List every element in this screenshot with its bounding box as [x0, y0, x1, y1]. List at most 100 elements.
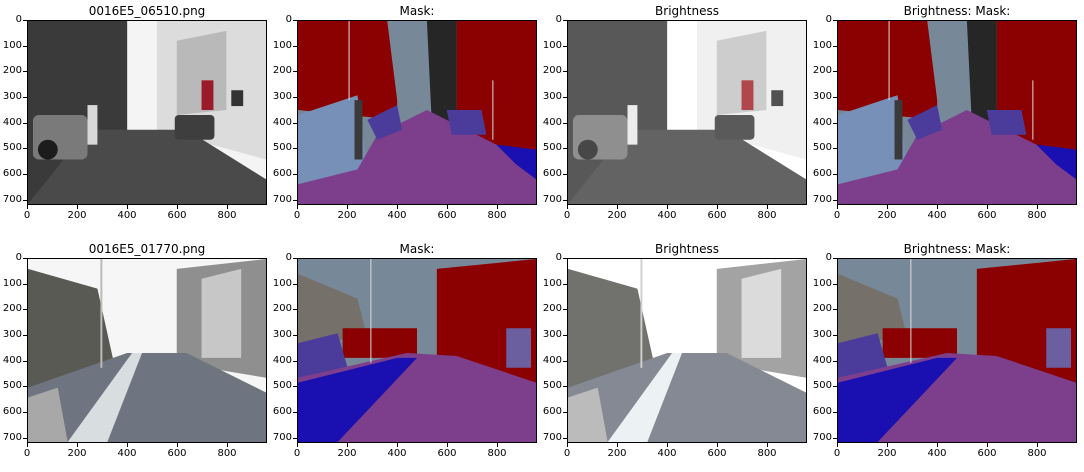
x-tick-mark — [567, 443, 568, 447]
y-tick-mark — [23, 148, 27, 150]
x-tick-mark — [617, 443, 618, 447]
y-tick-mark — [833, 122, 837, 124]
y-tick-label: 600 — [542, 406, 562, 418]
x-tick-label: 600 — [167, 210, 187, 221]
y-tick-label: 500 — [272, 380, 292, 392]
y-tick-label: 100 — [2, 39, 22, 51]
y-tick-mark — [23, 412, 27, 414]
y-tick-mark — [833, 412, 837, 414]
x-tick-mark — [767, 205, 768, 209]
image-panel: Brightness 0 100 200 300 400 500 600 700 0 200 400 6… — [540, 242, 810, 472]
y-tick-label: 400 — [272, 354, 292, 366]
x-tick-mark — [937, 205, 938, 209]
x-tick-mark — [177, 443, 178, 447]
x-tick-label: 200 — [607, 448, 627, 459]
x-tick-mark — [347, 443, 348, 447]
y-tick-label: 200 — [2, 303, 22, 315]
y-tick-label: 200 — [2, 65, 22, 77]
y-tick-mark — [833, 20, 837, 21]
y-tick-label: 200 — [812, 65, 832, 77]
y-tick-label: 500 — [812, 380, 832, 392]
x-tick-mark — [767, 443, 768, 447]
x-tick-mark — [227, 205, 228, 209]
y-tick-mark — [293, 386, 297, 388]
y-tick-label: 300 — [2, 91, 22, 103]
x-tick-label: 400 — [387, 210, 407, 221]
image-panel: 0016E5_06510.png 0 100 200 300 400 500 600 700 0 2… — [0, 4, 270, 234]
y-tick-label: 500 — [542, 142, 562, 154]
x-tick-mark — [297, 443, 298, 447]
y-tick-label: 100 — [272, 39, 292, 51]
y-tick-mark — [833, 386, 837, 388]
street-photo-image — [567, 258, 807, 443]
y-tick-mark — [563, 122, 567, 124]
image-panel: Brightness: Mask: 0 100 200 300 400 500 600 700 0… — [810, 242, 1080, 472]
x-tick-mark — [397, 443, 398, 447]
x-tick-label: 0 — [23, 448, 31, 459]
x-tick-label: 400 — [927, 448, 947, 459]
segmentation-mask-image — [297, 258, 537, 443]
image-panel: Brightness: Mask: 0 100 200 300 400 500 600 700 0… — [810, 4, 1080, 234]
y-tick-mark — [563, 258, 567, 259]
x-tick-mark — [447, 443, 448, 447]
y-tick-label: 700 — [542, 431, 562, 443]
y-tick-mark — [23, 309, 27, 311]
y-tick-label: 600 — [2, 168, 22, 180]
y-tick-mark — [833, 360, 837, 362]
y-tick-mark — [833, 45, 837, 47]
y-tick-mark — [563, 97, 567, 99]
panel-title: Brightness — [655, 242, 719, 256]
y-tick-mark — [293, 199, 297, 201]
y-tick-label: 700 — [2, 193, 22, 205]
x-tick-mark — [27, 443, 28, 447]
y-tick-mark — [563, 199, 567, 201]
y-tick-label: 100 — [542, 39, 562, 51]
x-tick-mark — [617, 205, 618, 209]
y-tick-label: 300 — [272, 91, 292, 103]
y-tick-mark — [293, 45, 297, 47]
x-tick-label: 800 — [487, 210, 507, 221]
y-tick-label: 600 — [812, 406, 832, 418]
y-tick-label: 700 — [812, 193, 832, 205]
x-tick-label: 200 — [877, 210, 897, 221]
x-tick-label: 0 — [833, 210, 841, 221]
x-tick-mark — [837, 205, 838, 209]
x-tick-mark — [77, 443, 78, 447]
y-tick-mark — [833, 283, 837, 285]
y-tick-mark — [23, 386, 27, 388]
figure-grid: 0016E5_06510.png 0 100 200 300 400 500 600 700 0 2… — [0, 4, 1080, 459]
y-tick-label: 700 — [272, 431, 292, 443]
y-tick-mark — [563, 148, 567, 150]
y-tick-mark — [23, 97, 27, 99]
y-tick-mark — [833, 258, 837, 259]
x-tick-label: 200 — [877, 448, 897, 459]
x-tick-mark — [77, 205, 78, 209]
image-panel: Mask: 0 100 200 300 400 500 600 700 0 200 400 600 800 — [270, 242, 540, 472]
y-tick-label: 200 — [272, 65, 292, 77]
x-tick-label: 0 — [563, 448, 571, 459]
y-tick-mark — [833, 199, 837, 201]
x-tick-label: 400 — [117, 448, 137, 459]
y-tick-label: 0 — [555, 14, 562, 25]
x-tick-label: 800 — [757, 448, 777, 459]
y-tick-mark — [563, 386, 567, 388]
segmentation-mask-image — [837, 20, 1077, 205]
y-tick-label: 300 — [272, 329, 292, 341]
y-tick-mark — [23, 45, 27, 47]
street-photo-image — [27, 20, 267, 205]
y-tick-label: 200 — [542, 303, 562, 315]
y-tick-mark — [563, 309, 567, 311]
y-tick-mark — [293, 335, 297, 337]
street-photo-image — [567, 20, 807, 205]
x-tick-label: 600 — [437, 210, 457, 221]
x-tick-mark — [717, 205, 718, 209]
y-tick-mark — [833, 148, 837, 150]
y-tick-label: 400 — [2, 116, 22, 128]
y-tick-mark — [23, 20, 27, 21]
panel-title: Mask: — [399, 242, 435, 256]
y-tick-mark — [563, 71, 567, 73]
x-tick-mark — [667, 443, 668, 447]
x-tick-mark — [987, 205, 988, 209]
y-tick-label: 700 — [272, 193, 292, 205]
panel-title: 0016E5_01770.png — [88, 242, 206, 256]
